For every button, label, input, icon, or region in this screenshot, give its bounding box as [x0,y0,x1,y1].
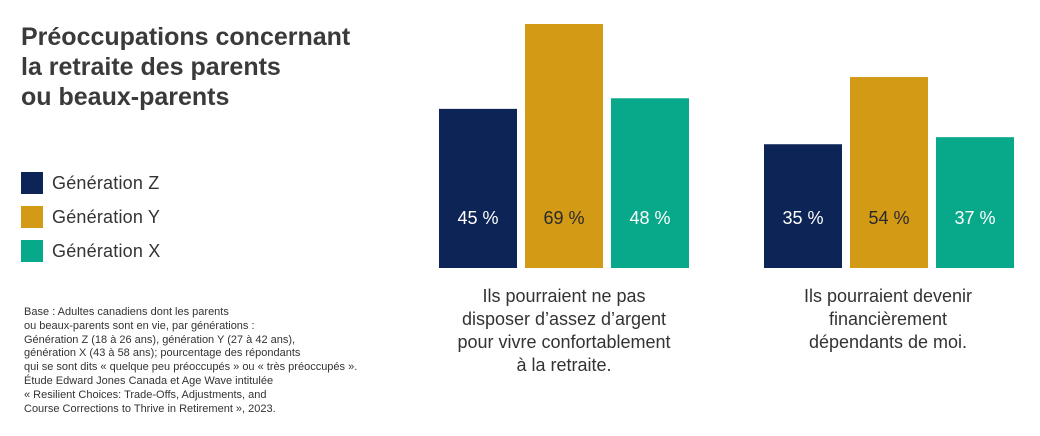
source-line: Base : Adultes canadiens dont les parent… [24,306,229,318]
legend: Génération Z Génération Y Génération X [21,166,160,268]
chart-title: Préoccupations concernant la retraite de… [21,22,401,112]
category-label-financial-dependence: Ils pourraient devenir financièrement dé… [758,285,1018,354]
category-label-line: disposer d’assez d’argent [461,309,667,329]
source-line: « Resilient Choices: Trade-Offs, Adjustm… [24,388,267,401]
legend-item-gen-z: Génération Z [21,166,160,200]
category-label-line: dépendants de moi. [808,332,968,352]
category-label-line: Ils pourraient devenir [803,286,973,306]
bar [611,98,689,269]
category-label-retirement-money: Ils pourraient ne pas disposer d’assez d… [434,285,694,377]
category-label-line: Ils pourraient ne pas [482,286,646,306]
legend-swatch [21,240,43,262]
legend-swatch [21,172,43,194]
legend-item-gen-x: Génération X [21,234,160,268]
bar [850,77,928,268]
legend-item-gen-y: Génération Y [21,200,160,234]
bar [936,137,1014,268]
bar [439,108,517,268]
bar-value-label: 37 % [954,208,995,228]
title-line: la retraite des parents [21,53,281,81]
source-line: Étude Edward Jones Canada et Age Wave in… [24,374,274,387]
bar-value-label: 45 % [457,208,498,228]
category-label-line: pour vivre confortablement [457,332,671,352]
source-note: Base : Adultes canadiens dont les parent… [24,306,414,416]
source-line: Génération Z (18 à 26 ans), génération Y… [24,333,296,346]
bar [525,24,603,268]
source-line: ou beaux-parents sont en vie, par généra… [24,319,255,332]
source-line: Course Corrections to Thrive in Retireme… [24,402,276,415]
bar-value-label: 35 % [782,208,823,228]
category-label-line: à la retraite. [516,355,612,375]
bar-value-label: 48 % [629,208,670,228]
legend-label: Génération Z [52,172,160,193]
bar-value-label: 54 % [868,208,909,228]
title-line: Préoccupations concernant [21,23,351,51]
bar [764,144,842,268]
bar-group-2: 35 % 54 % 37 % [764,77,1014,268]
legend-swatch [21,206,43,228]
legend-label: Génération Y [52,206,161,227]
legend-label: Génération X [52,240,161,261]
title-line: ou beaux-parents [21,83,230,111]
source-line: qui se sont dits « quelque peu préoccupé… [24,361,358,374]
bar-value-label: 69 % [543,208,584,228]
source-line: génération X (43 à 58 ans); pourcentage … [24,347,301,360]
category-label-line: financièrement [828,309,948,329]
bar-group-1: 45 % 69 % 48 % [439,24,689,269]
